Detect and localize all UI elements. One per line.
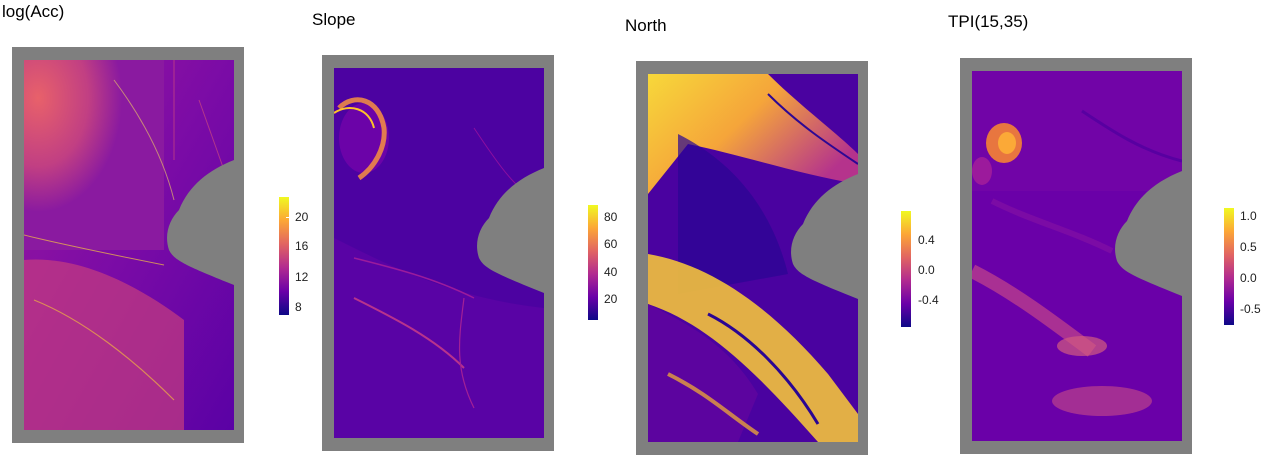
colorbar-tick: 8	[295, 300, 302, 314]
map-slope	[334, 68, 544, 438]
colorbar-gradient	[279, 197, 289, 315]
colorbar-tick: 1.0	[1240, 209, 1257, 223]
colorbar-gradient	[1224, 208, 1234, 325]
map-frame-log-acc	[12, 47, 244, 443]
panel-title-log-acc: log(Acc)	[2, 2, 65, 21]
colorbar-tick: 40	[604, 265, 618, 279]
map-frame-north	[636, 61, 868, 455]
colorbar-tick: 20	[295, 210, 309, 224]
colorbar-tick: 16	[295, 239, 309, 253]
panel-title-slope: Slope	[312, 10, 356, 29]
colorbar-tick: 0.4	[918, 233, 935, 247]
map-tpi	[972, 71, 1182, 441]
panel-title-tpi: TPI(15,35)	[948, 12, 1029, 31]
panel-title-north: North	[625, 16, 667, 35]
colorbar-tick: 0.0	[918, 263, 935, 277]
colorbar-tick: -0.4	[918, 293, 939, 307]
colorbar-tick: 0.5	[1240, 240, 1257, 254]
map-frame-slope	[322, 55, 554, 451]
colorbar-tick: -0.5	[1240, 302, 1261, 316]
colorbar-tick: 0.0	[1240, 271, 1257, 285]
colorbar-tick: 60	[604, 237, 618, 251]
colorbar-slope: 80 60 40 20	[588, 205, 628, 320]
colorbar-tick: 20	[604, 292, 618, 306]
colorbar-tpi: 1.0 0.5 0.0 -0.5	[1224, 208, 1268, 325]
map-north	[648, 74, 858, 442]
map-frame-tpi	[960, 58, 1192, 454]
colorbar-gradient	[588, 205, 598, 320]
colorbar-log-acc: 20 16 12 8	[279, 197, 319, 315]
colorbar-north: 0.4 0.0 -0.4	[901, 211, 941, 327]
map-log-acc	[24, 60, 234, 430]
colorbar-gradient	[901, 211, 911, 327]
colorbar-tick: 12	[295, 270, 309, 284]
colorbar-tick: 80	[604, 210, 618, 224]
